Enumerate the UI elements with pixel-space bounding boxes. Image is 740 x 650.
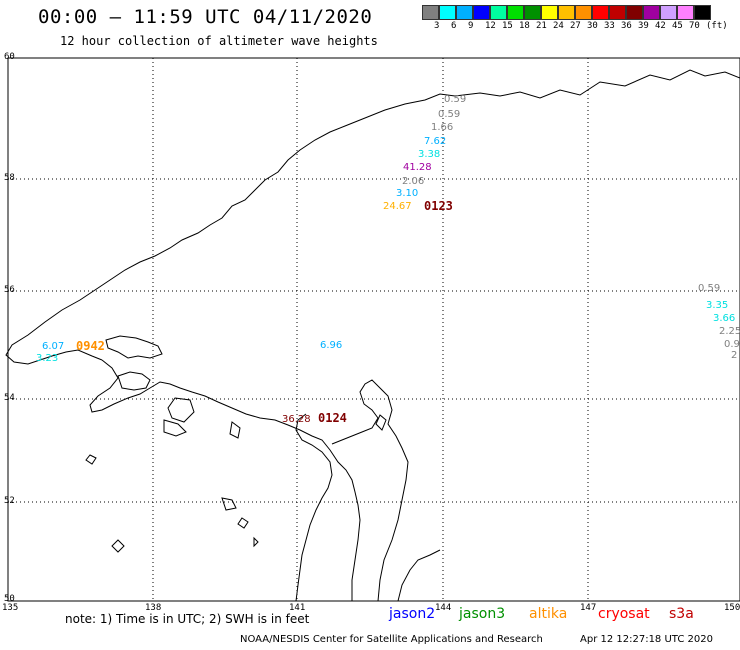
map-subtitle: 12 hour collection of altimeter wave hei… xyxy=(60,34,378,48)
lon-label: 144 xyxy=(435,603,452,613)
colorbar-label: 36 xyxy=(621,21,632,31)
colorbar-label: 45 xyxy=(672,21,683,31)
colorbar-label: 21 xyxy=(536,21,547,31)
colorbar-swatch xyxy=(524,5,541,20)
wave-height-value: 41.28 xyxy=(403,162,432,173)
colorbar-swatch xyxy=(694,5,711,20)
lat-label: 56 xyxy=(4,285,15,295)
pass-time-label: 0124 xyxy=(318,411,347,425)
colorbar-label: 30 xyxy=(587,21,598,31)
lat-label: 54 xyxy=(4,393,15,403)
lat-label: 50 xyxy=(4,594,15,604)
lon-label: 150 xyxy=(724,603,740,613)
wave-height-value: 3.66 xyxy=(713,313,736,324)
wave-height-value: 7.62 xyxy=(424,136,447,147)
colorbar-label: 12 xyxy=(485,21,496,31)
lon-label: 135 xyxy=(2,603,19,613)
wave-height-value: 3.38 xyxy=(418,149,441,160)
colorbar-label: 70 xyxy=(689,21,700,31)
wave-height-value: 36.28 xyxy=(282,414,311,425)
colorbar-label: 27 xyxy=(570,21,581,31)
timestamp-text: Apr 12 12:27:18 UTC 2020 xyxy=(580,634,713,645)
colorbar-swatch xyxy=(660,5,677,20)
footer-note: note: 1) Time is in UTC; 2) SWH is in fe… xyxy=(65,612,310,626)
colorbar-label: 33 xyxy=(604,21,615,31)
map-frame xyxy=(7,57,740,602)
wave-height-value: 2.25 xyxy=(719,326,740,337)
colorbar-swatch xyxy=(558,5,575,20)
wave-height-value: 3.23 xyxy=(36,353,59,364)
colorbar-swatch xyxy=(609,5,626,20)
colorbar-label: 3 xyxy=(434,21,440,31)
colorbar-swatch xyxy=(626,5,643,20)
credit-text: NOAA/NESDIS Center for Satellite Applica… xyxy=(240,634,543,645)
colorbar-label: 42 xyxy=(655,21,666,31)
colorbar-swatch xyxy=(439,5,456,20)
colorbar-swatch xyxy=(490,5,507,20)
wave-height-value: 3.35 xyxy=(706,300,729,311)
colorbar-label: 24 xyxy=(553,21,564,31)
colorbar-swatch xyxy=(643,5,660,20)
map-title: 00:00 – 11:59 UTC 04/11/2020 xyxy=(38,6,373,28)
lat-label: 60 xyxy=(4,52,15,62)
colorbar-swatch xyxy=(677,5,694,20)
colorbar-swatch xyxy=(575,5,592,20)
pass-time-label: 0942 xyxy=(76,339,105,353)
colorbar-swatch xyxy=(507,5,524,20)
wave-height-value: 0.59 xyxy=(698,283,721,294)
colorbar-label: 6 xyxy=(451,21,457,31)
legend-altika: altika xyxy=(529,606,568,622)
wave-height-value: 24.67 xyxy=(383,201,412,212)
colorbar-labels: 3 6 9 12 15 18 21 24 27 30 33 36 39 42 45 70 (ft) xyxy=(422,21,740,33)
wave-height-value: 1.66 xyxy=(431,122,454,133)
colorbar-swatch xyxy=(592,5,609,20)
colorbar-label: 9 xyxy=(468,21,474,31)
colorbar-swatch xyxy=(456,5,473,20)
colorbar-label: 15 xyxy=(502,21,513,31)
colorbar-label: 18 xyxy=(519,21,530,31)
lon-label: 147 xyxy=(580,603,597,613)
pass-time-label: 0123 xyxy=(424,199,453,213)
colorbar-swatch xyxy=(422,5,439,20)
wave-height-value: 3.10 xyxy=(396,188,419,199)
lat-label: 58 xyxy=(4,173,15,183)
lon-label: 138 xyxy=(145,603,162,613)
legend-jason2: jason2 xyxy=(389,606,436,622)
legend-s3a: s3a xyxy=(669,606,694,622)
coastline xyxy=(5,69,740,602)
wave-height-value: 2 xyxy=(731,350,738,361)
wave-height-value: 0.9 xyxy=(724,339,740,350)
colorbar-swatch xyxy=(541,5,558,20)
wave-height-value: 0.59 xyxy=(444,94,467,105)
colorbar-label: (ft) xyxy=(706,21,728,31)
wave-height-value: 6.07 xyxy=(42,341,65,352)
legend-cryosat: cryosat xyxy=(598,606,650,622)
graticule xyxy=(8,58,740,601)
wave-height-value: 6.96 xyxy=(320,340,343,351)
colorbar xyxy=(422,5,711,20)
legend-jason3: jason3 xyxy=(459,606,506,622)
wave-height-value: 2.06 xyxy=(402,176,425,187)
lon-label: 141 xyxy=(289,603,306,613)
colorbar-swatch xyxy=(473,5,490,20)
colorbar-label: 39 xyxy=(638,21,649,31)
wave-height-value: 0.59 xyxy=(438,109,461,120)
lat-label: 52 xyxy=(4,496,15,506)
